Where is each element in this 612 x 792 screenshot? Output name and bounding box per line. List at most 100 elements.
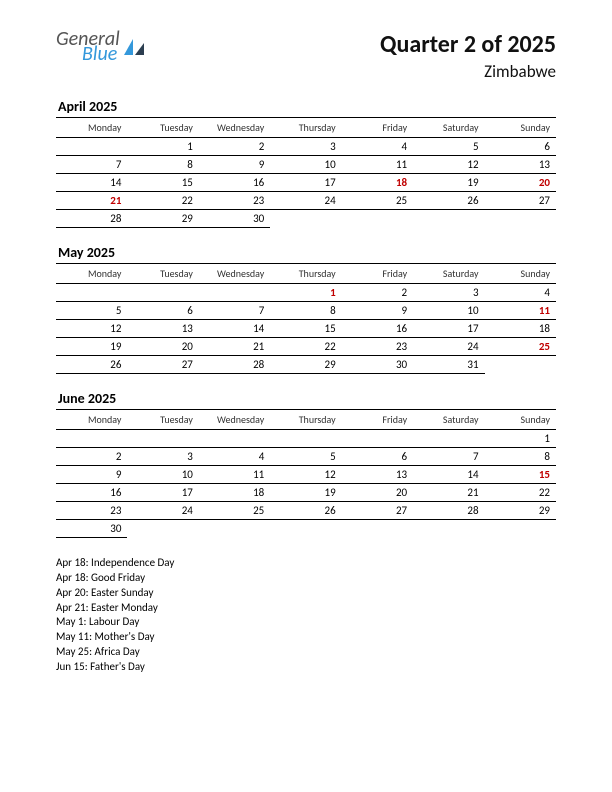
calendar-cell: 26 [270,502,341,520]
calendar-cell [485,356,556,374]
holiday-entry: May 25: Africa Day [56,645,556,660]
calendar-cell: 9 [342,302,413,320]
calendar-cell: 13 [342,466,413,484]
calendar-cell [342,430,413,448]
calendar-cell [56,138,127,156]
calendar-cell: 28 [56,210,127,228]
calendar-cell: 10 [413,302,484,320]
calendar-cell: 7 [413,448,484,466]
calendar-cell: 27 [342,502,413,520]
day-header: Friday [342,264,413,284]
calendar-cell [270,430,341,448]
calendar-row: 123456 [56,138,556,156]
day-header: Friday [342,118,413,138]
calendar-cell [127,520,198,538]
calendar-cell: 5 [270,448,341,466]
calendar-cell [342,210,413,228]
day-header: Thursday [270,264,341,284]
holiday-entry: Apr 18: Independence Day [56,556,556,571]
holiday-entry: May 11: Mother's Day [56,630,556,645]
calendar-row: 14151617181920 [56,174,556,192]
calendar-cell [127,430,198,448]
calendar-cell: 15 [270,320,341,338]
calendar-cell: 27 [485,192,556,210]
day-header: Monday [56,410,127,430]
calendar-cell: 11 [342,156,413,174]
calendar-cell: 9 [199,156,270,174]
day-header: Tuesday [127,264,198,284]
calendar-cell: 24 [413,338,484,356]
day-header: Sunday [485,118,556,138]
calendar-cell [413,430,484,448]
day-header: Friday [342,410,413,430]
page-title: Quarter 2 of 2025 [380,30,556,59]
calendar-cell [199,430,270,448]
calendar-cell: 3 [270,138,341,156]
calendar-cell: 26 [413,192,484,210]
calendar-row: 1 [56,430,556,448]
calendar-cell: 8 [127,156,198,174]
calendar-cell: 19 [270,484,341,502]
calendar-cell: 30 [342,356,413,374]
calendar-cell [270,520,341,538]
calendar-cell: 24 [270,192,341,210]
calendar-cell: 2 [56,448,127,466]
calendar-cell: 18 [342,174,413,192]
holiday-entry: Apr 18: Good Friday [56,571,556,586]
calendar-cell: 25 [342,192,413,210]
calendar-table: MondayTuesdayWednesdayThursdayFridaySatu… [56,263,556,374]
calendar-cell: 4 [342,138,413,156]
calendar-cell: 24 [127,502,198,520]
calendar-cell: 7 [199,302,270,320]
logo-text: General Blue [56,30,120,64]
calendar-cell [199,520,270,538]
calendar-cell: 14 [56,174,127,192]
calendar-table: MondayTuesdayWednesdayThursdayFridaySatu… [56,117,556,228]
calendar-cell: 19 [413,174,484,192]
calendar-row: 12131415161718 [56,320,556,338]
calendar-cell: 15 [485,466,556,484]
calendar-cell: 3 [413,284,484,302]
calendar-cell [56,430,127,448]
calendar-cell: 16 [199,174,270,192]
calendar-cell: 29 [127,210,198,228]
day-header: Sunday [485,410,556,430]
day-header: Wednesday [199,264,270,284]
day-header: Sunday [485,264,556,284]
calendar-cell: 23 [56,502,127,520]
calendar-row: 282930 [56,210,556,228]
calendar-cell: 25 [485,338,556,356]
day-header: Tuesday [127,410,198,430]
header-right: Quarter 2 of 2025 Zimbabwe [380,30,556,82]
calendar-cell: 30 [199,210,270,228]
calendar-table: MondayTuesdayWednesdayThursdayFridaySatu… [56,409,556,538]
calendar-cell [413,210,484,228]
header-row: General Blue Quarter 2 of 2025 Zimbabwe [56,30,556,82]
calendar-cell: 17 [127,484,198,502]
page-subtitle: Zimbabwe [380,61,556,82]
calendar-cell: 10 [127,466,198,484]
month-block: April 2025MondayTuesdayWednesdayThursday… [56,98,556,228]
calendar-cell [127,284,198,302]
calendar-cell: 8 [270,302,341,320]
calendar-cell: 5 [56,302,127,320]
day-header: Tuesday [127,118,198,138]
calendar-cell: 1 [127,138,198,156]
holiday-entry: Apr 20: Easter Sunday [56,586,556,601]
day-header: Saturday [413,410,484,430]
calendar-cell [485,210,556,228]
calendar-cell [485,520,556,538]
calendar-cell [56,284,127,302]
day-header: Monday [56,264,127,284]
page-root: General Blue Quarter 2 of 2025 Zimbabwe … [0,0,612,695]
calendar-cell: 18 [199,484,270,502]
month-title: June 2025 [58,390,556,407]
calendar-cell: 27 [127,356,198,374]
calendar-cell: 14 [413,466,484,484]
day-header: Saturday [413,264,484,284]
calendar-cell: 28 [199,356,270,374]
calendar-cell: 14 [199,320,270,338]
calendar-cell: 20 [342,484,413,502]
calendar-cell: 3 [127,448,198,466]
calendar-row: 567891011 [56,302,556,320]
